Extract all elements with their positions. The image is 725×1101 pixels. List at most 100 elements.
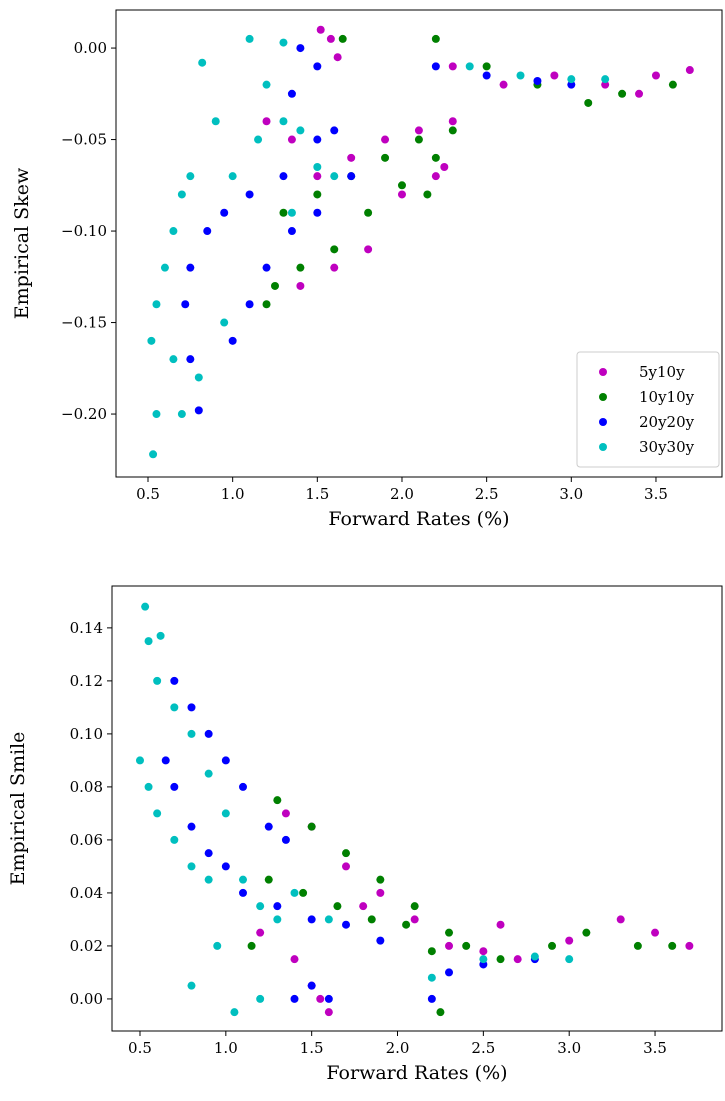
x-tick-label: 0.5 xyxy=(136,485,160,503)
y-tick-label: 0.14 xyxy=(70,619,103,637)
data-point xyxy=(307,822,316,831)
data-point xyxy=(364,208,373,217)
data-point xyxy=(565,936,574,945)
data-point xyxy=(333,902,342,911)
x-tick-label: 3.5 xyxy=(644,485,668,503)
data-point xyxy=(513,955,522,964)
data-point xyxy=(273,915,282,924)
legend-marker xyxy=(599,368,607,376)
data-point xyxy=(262,80,271,89)
data-point xyxy=(135,756,144,765)
data-point xyxy=(230,1008,239,1017)
data-point xyxy=(152,410,161,419)
data-point xyxy=(376,888,385,897)
data-point xyxy=(238,875,247,884)
data-point xyxy=(299,888,308,897)
data-point xyxy=(228,336,237,345)
data-point xyxy=(376,936,385,945)
data-point xyxy=(316,25,325,34)
data-point xyxy=(550,71,559,80)
data-point xyxy=(187,822,196,831)
data-point xyxy=(287,89,296,98)
data-point xyxy=(313,135,322,144)
data-point xyxy=(338,34,347,43)
data-point xyxy=(221,756,230,765)
data-point xyxy=(213,941,222,950)
data-point xyxy=(397,190,406,199)
x-tick-label: 2.0 xyxy=(386,1039,410,1057)
data-point xyxy=(170,703,179,712)
data-point xyxy=(270,281,279,290)
data-point xyxy=(211,117,220,126)
data-point xyxy=(262,263,271,272)
data-point xyxy=(448,62,457,71)
data-point xyxy=(359,902,368,911)
y-tick-label: 0.08 xyxy=(70,778,103,796)
y-tick-label: 0.06 xyxy=(70,831,103,849)
data-point xyxy=(296,44,305,53)
data-point xyxy=(281,835,290,844)
data-point xyxy=(381,153,390,162)
data-point xyxy=(245,34,254,43)
y-tick-label: 0.04 xyxy=(70,884,103,902)
data-point xyxy=(296,281,305,290)
data-point xyxy=(161,756,170,765)
data-point xyxy=(203,227,212,236)
data-point xyxy=(177,190,186,199)
x-tick-label: 3.0 xyxy=(557,1039,581,1057)
x-tick-label: 0.5 xyxy=(128,1039,152,1057)
data-point xyxy=(228,172,237,181)
legend-marker xyxy=(599,418,607,426)
data-point xyxy=(516,71,525,80)
data-point xyxy=(147,336,156,345)
axes-frame xyxy=(111,585,723,1032)
data-point xyxy=(204,875,213,884)
data-point xyxy=(204,849,213,858)
data-point xyxy=(427,994,436,1003)
data-point xyxy=(533,77,542,86)
x-tick-label: 1.5 xyxy=(300,1039,324,1057)
data-point xyxy=(279,208,288,217)
data-point xyxy=(279,172,288,181)
data-point xyxy=(465,62,474,71)
data-point xyxy=(204,729,213,738)
data-point xyxy=(582,928,591,937)
plot xyxy=(147,25,694,459)
data-point xyxy=(170,782,179,791)
data-point xyxy=(431,34,440,43)
data-point xyxy=(313,172,322,181)
data-point xyxy=(287,135,296,144)
data-point xyxy=(410,902,419,911)
data-point xyxy=(324,915,333,924)
data-point xyxy=(149,450,158,459)
x-tick-label: 1.0 xyxy=(214,1039,238,1057)
y-tick-label: 0.10 xyxy=(70,725,103,743)
data-point xyxy=(254,135,263,144)
x-tick-label: 3.0 xyxy=(559,485,583,503)
data-point xyxy=(256,928,265,937)
data-point xyxy=(187,981,196,990)
legend-marker xyxy=(599,443,607,451)
data-point xyxy=(324,1008,333,1017)
plot xyxy=(135,602,694,1017)
y-axis-label: Empirical Skew xyxy=(11,167,33,319)
data-point xyxy=(324,994,333,1003)
data-point xyxy=(635,89,644,98)
data-point xyxy=(273,796,282,805)
data-point xyxy=(187,703,196,712)
data-point xyxy=(668,941,677,950)
data-point xyxy=(152,300,161,309)
data-point xyxy=(618,89,627,98)
data-point xyxy=(482,62,491,71)
data-point xyxy=(264,822,273,831)
y-tick-label: 0.02 xyxy=(70,937,103,955)
data-point xyxy=(342,862,351,871)
data-point xyxy=(381,135,390,144)
data-point xyxy=(279,117,288,126)
data-point xyxy=(170,835,179,844)
legend-label: 10y10y xyxy=(639,388,695,406)
data-point xyxy=(414,126,423,135)
y-tick-label: 0.12 xyxy=(70,672,103,690)
data-point xyxy=(169,355,178,364)
